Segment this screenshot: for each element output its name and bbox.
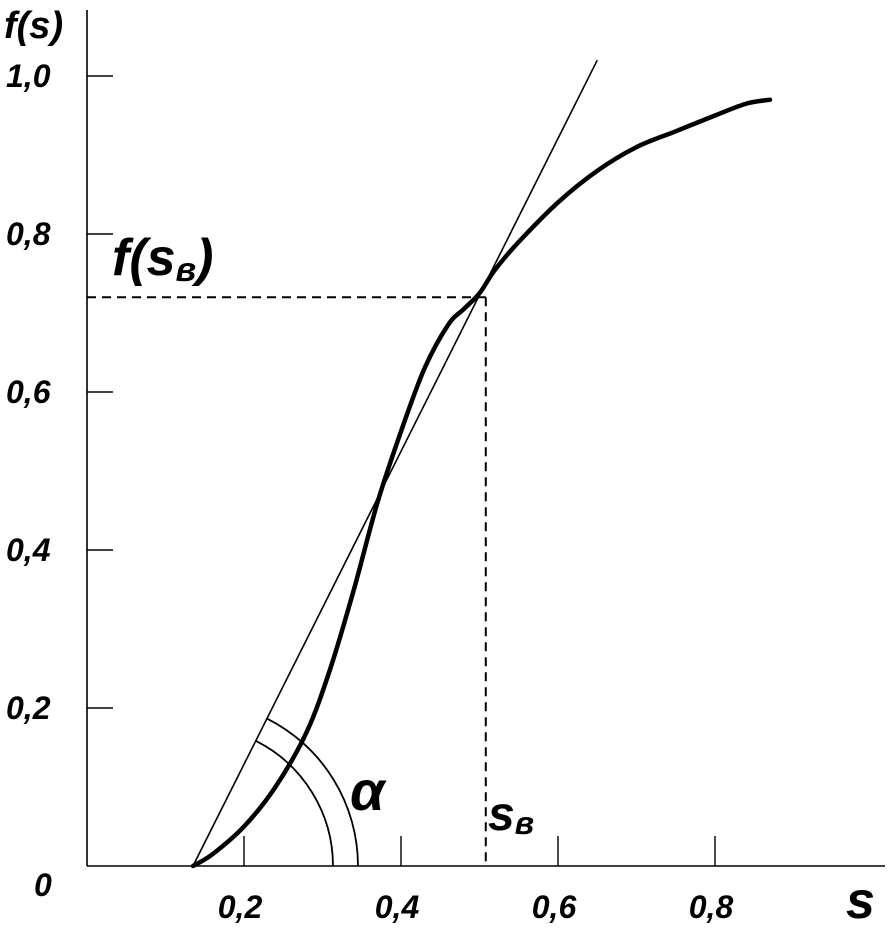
x-ticks: 0,2 0,4 0,6 0,8 <box>218 836 734 925</box>
f-s-b-label: f(sв) <box>112 229 213 289</box>
s-b-main: s <box>488 788 515 841</box>
y-tick-label: 0,4 <box>6 532 51 568</box>
y-axis-title: f(s) <box>4 5 63 47</box>
y-tick-label: 1,0 <box>6 58 51 94</box>
x-tick-label: 0,2 <box>218 889 263 925</box>
y-tick-label: 0,8 <box>6 216 51 252</box>
y-ticks: 0,2 0,4 0,6 0,8 1,0 <box>6 58 113 726</box>
alpha-label: α <box>350 759 387 822</box>
tangent-line <box>192 59 598 867</box>
s-b-label: sв <box>488 788 534 841</box>
origin-label: 0 <box>34 867 52 903</box>
f-s-b-main: f(s <box>112 229 176 287</box>
x-tick-label: 0,4 <box>375 889 420 925</box>
x-axis-title: s <box>846 872 875 930</box>
y-tick-label: 0,6 <box>6 374 51 410</box>
f-s-b-close: ) <box>191 229 213 287</box>
angle-arc-inner <box>255 740 334 867</box>
angle-arc-outer <box>266 717 359 867</box>
y-tick-label: 0,2 <box>6 690 51 726</box>
x-tick-label: 0,8 <box>689 889 734 925</box>
s-b-subscript: в <box>515 805 534 841</box>
x-tick-label: 0,6 <box>532 889 577 925</box>
f-s-b-subscript: в <box>176 251 197 289</box>
series-line <box>190 97 773 869</box>
